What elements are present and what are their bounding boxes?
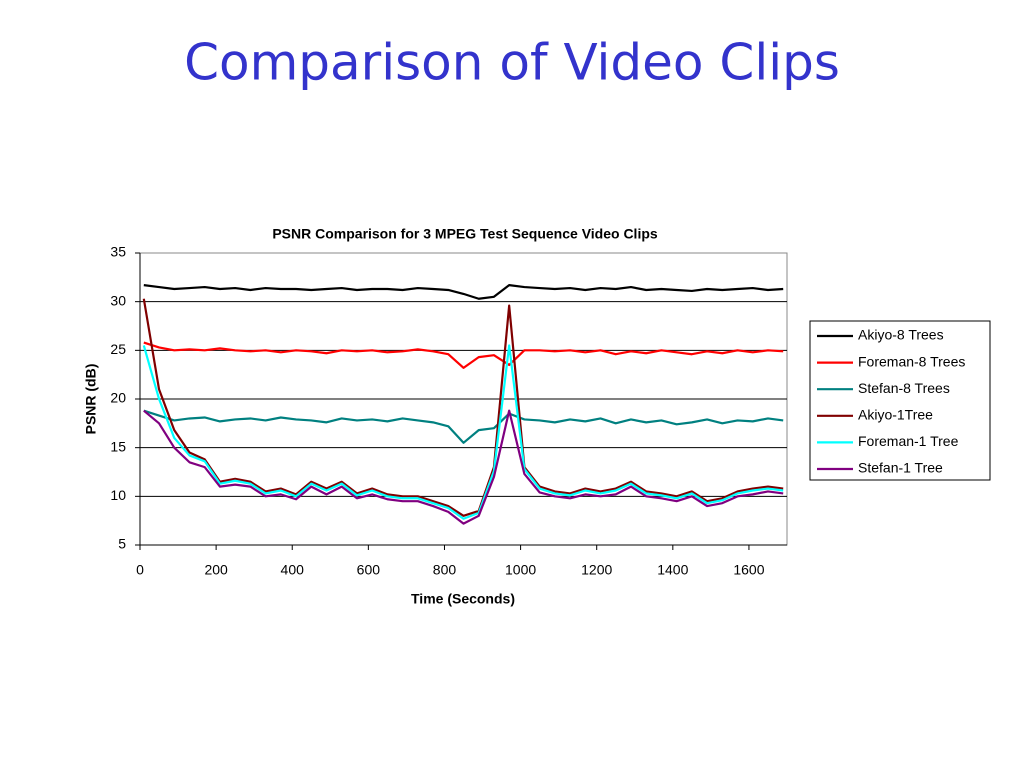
x-axis-label: Time (Seconds)	[411, 591, 515, 607]
x-tick-label: 600	[357, 562, 381, 578]
x-tick-label: 1400	[657, 562, 688, 578]
x-tick-label: 1200	[581, 562, 612, 578]
x-tick-label: 400	[281, 562, 305, 578]
y-tick-label: 15	[110, 438, 126, 454]
x-tick-label: 200	[204, 562, 228, 578]
y-axis-label: PSNR (dB)	[83, 364, 99, 435]
y-tick-label: 10	[110, 487, 126, 503]
legend-label: Akiyo-8 Trees	[858, 327, 944, 343]
y-tick-label: 5	[118, 536, 126, 552]
legend-label: Akiyo-1Tree	[858, 407, 933, 423]
series-line	[143, 341, 784, 369]
y-tick-label: 20	[110, 390, 126, 406]
x-tick-label: 1000	[505, 562, 536, 578]
series-line	[143, 409, 784, 525]
legend-label: Stefan-1 Tree	[858, 460, 943, 476]
legend-box	[809, 320, 991, 481]
series-line	[143, 409, 784, 444]
chart-title: PSNR Comparison for 3 MPEG Test Sequence…	[272, 226, 658, 242]
slide-title: Comparison of Video Clips	[184, 34, 840, 92]
series-line	[143, 284, 784, 300]
legend-label: Foreman-1 Tree	[858, 433, 959, 449]
x-tick-label: 1600	[733, 562, 764, 578]
series-line	[142, 344, 784, 520]
x-tick-label: 0	[136, 562, 144, 578]
legend-label: Stefan-8 Trees	[858, 380, 950, 396]
x-tick-label: 800	[433, 562, 457, 578]
y-tick-label: 25	[110, 341, 126, 357]
y-tick-label: 30	[110, 292, 126, 308]
legend-label: Foreman-8 Trees	[858, 353, 965, 369]
series-line	[142, 298, 784, 517]
y-tick-label: 35	[110, 244, 126, 260]
